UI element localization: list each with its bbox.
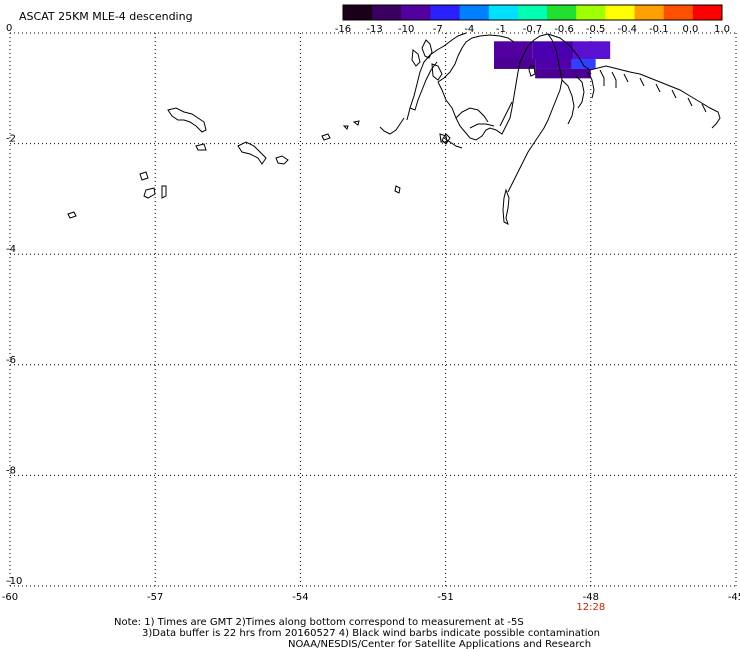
island-10 — [143, 187, 156, 199]
data-cell — [573, 41, 611, 59]
data-cell — [494, 58, 536, 69]
note-line-1: Note: 1) Times are GMT 2)Times along bot… — [114, 617, 524, 628]
colorbar-tick-label: -0.6 — [554, 24, 574, 35]
island-12 — [67, 211, 77, 219]
note-line-2: 3)Data buffer is 22 hrs from 20160527 4)… — [142, 628, 600, 639]
island-3 — [394, 185, 401, 194]
colorbar-segment — [663, 5, 694, 20]
lon-tick-label: -51 — [437, 592, 453, 603]
island-15 — [352, 120, 360, 126]
note-line-3: NOAA/NESDIS/Center for Satellite Applica… — [288, 639, 591, 650]
colorbar-segment — [547, 5, 577, 20]
colorbar-segment — [692, 5, 723, 20]
colorbar-segment — [488, 5, 519, 20]
colorbar-segment — [372, 5, 402, 20]
lon-tick-label: -48 — [583, 592, 599, 603]
colorbar-tick-label: -0.5 — [586, 24, 606, 35]
island-6 — [195, 143, 207, 151]
lon-tick-label: -45 — [728, 592, 740, 603]
lat-tick-label: 0 — [6, 23, 12, 34]
colorbar-tick-label: -7 — [433, 24, 443, 35]
coastline-delta-west — [379, 32, 467, 135]
colorbar-segment — [343, 5, 373, 20]
island-1 — [528, 65, 536, 77]
island-11 — [161, 185, 167, 199]
data-cell — [532, 41, 574, 59]
grid-lines — [9, 32, 737, 587]
plot-frame — [10, 33, 736, 586]
island-7 — [237, 141, 267, 165]
island-5 — [167, 107, 207, 133]
colorbar-tick-label: -1 — [496, 24, 506, 35]
lon-tick-label: -60 — [2, 592, 18, 603]
coastline-para — [507, 33, 721, 193]
colorbar-segment — [459, 5, 490, 20]
lat-tick-label: -2 — [6, 134, 16, 145]
island-13 — [321, 133, 331, 141]
data-cell — [535, 58, 572, 69]
colorbar-segment — [576, 5, 606, 20]
lat-tick-label: -6 — [6, 355, 16, 366]
data-cell — [571, 58, 596, 69]
colorbar-tick-label: -0.4 — [617, 24, 637, 35]
colorbar-segment — [401, 5, 431, 20]
axis-labels: -60 -57 -54 -51 -48 -45 0 -2 -4 -6 -8 -10 — [2, 23, 740, 603]
colorbar-tick-label: -0.7 — [523, 24, 543, 35]
wind-data-cells — [494, 41, 611, 79]
colorbar-tick-label: -13 — [366, 24, 382, 35]
time-label: 12:28 — [576, 602, 605, 613]
colorbar-segment — [634, 5, 665, 20]
coastline-marajo — [437, 33, 549, 141]
colorbar-segment — [517, 5, 548, 20]
lat-tick-label: -10 — [6, 576, 22, 587]
colorbar-tick-label: 0.0 — [682, 24, 698, 35]
colorbar-segment — [605, 5, 636, 20]
colorbar-tick-label: -4 — [464, 24, 474, 35]
island-14 — [342, 125, 349, 130]
island-2 — [502, 188, 510, 225]
colorbar-tick-label: -16 — [335, 24, 351, 35]
colorbar-segment — [430, 5, 461, 20]
data-cell — [535, 68, 591, 79]
colorbar-tick-label: -10 — [398, 24, 414, 35]
lat-tick-label: -8 — [6, 465, 16, 476]
data-cell — [494, 41, 533, 59]
island-4 — [439, 133, 448, 143]
lon-tick-label: -54 — [292, 592, 308, 603]
coastline-para-detail — [561, 69, 707, 125]
island-8 — [275, 155, 289, 165]
coastline — [67, 32, 721, 225]
coastline-estuary — [441, 101, 513, 149]
lat-tick-label: -4 — [6, 244, 16, 255]
colorbar-tick-label: -0.1 — [649, 24, 669, 35]
island-9 — [139, 171, 149, 181]
colorbar-tick-label: 1.0 — [714, 24, 730, 35]
lon-tick-label: -57 — [147, 592, 163, 603]
colorbar-frame — [342, 4, 723, 21]
color-bar: -16 -13 -10 -7 -4 -1 -0.7 -0.6 -0.5 -0.4 -0.1 0.0 1.… — [335, 4, 730, 35]
map-title: ASCAT 25KM MLE-4 descending — [19, 10, 193, 23]
